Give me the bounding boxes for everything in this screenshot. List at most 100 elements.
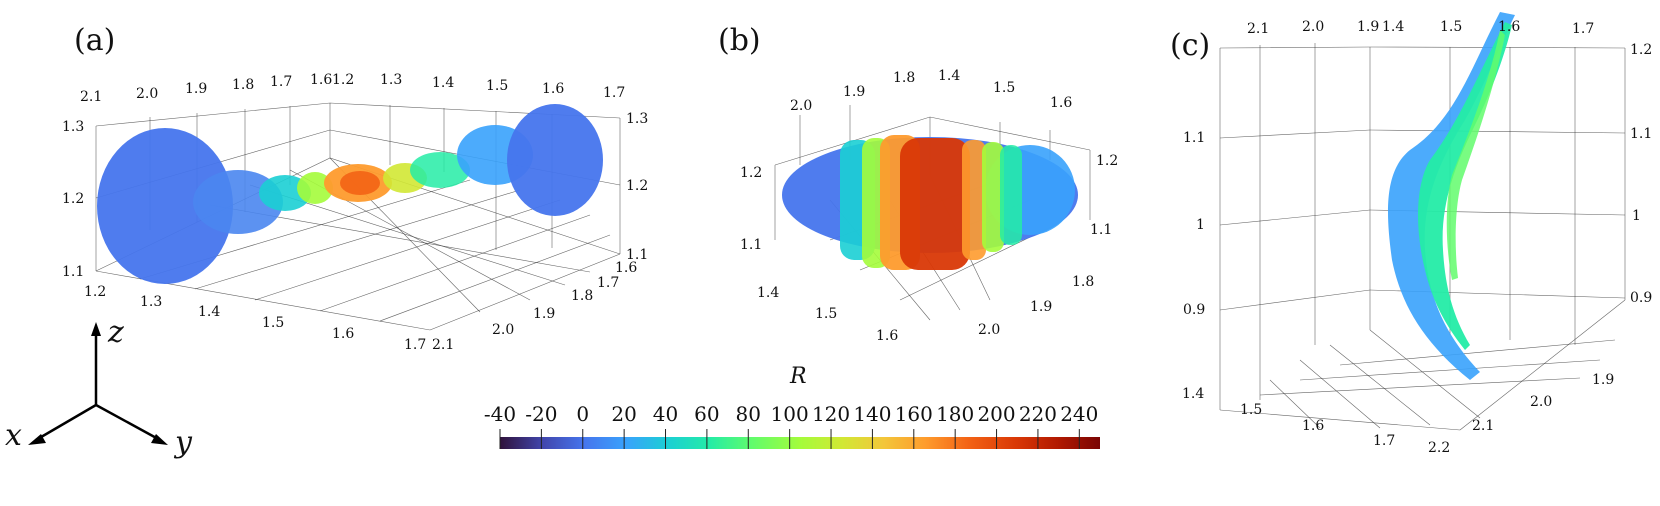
tick-label: 1.6	[1302, 418, 1324, 434]
tick-label: 1.7	[404, 337, 426, 353]
tick-label: 1.5	[486, 78, 508, 94]
panel-c-grid	[1219, 43, 1626, 431]
tick-label: 1.7	[597, 275, 619, 291]
axis-label-z: z	[107, 315, 124, 350]
panel-a-left-lobe	[97, 128, 233, 284]
panel-c-ticks: 2.1 2.0 1.9 1.4 1.5 1.6 1.7 1.1 1 0.9 1.…	[1182, 19, 1652, 456]
panel-b-cyan-band-right	[1000, 145, 1022, 245]
tick-label: 1.1	[1630, 126, 1652, 142]
tick-label: 1.7	[603, 85, 625, 101]
colorbar-tick-label: 240	[1060, 402, 1098, 426]
tick-label: 1	[1632, 208, 1641, 224]
axis-label-y: y	[173, 425, 193, 460]
tick-label: 1.9	[843, 84, 865, 100]
colorbar-tick-label: 120	[812, 402, 850, 426]
tick-label: 1.5	[1240, 402, 1262, 418]
tick-label: 2.0	[1302, 19, 1324, 35]
panel-c-sheet-inner	[1418, 22, 1512, 350]
panel-c: (c)	[1170, 12, 1652, 456]
tick-label: 1.6	[310, 72, 332, 88]
panel-a-label: (a)	[74, 23, 115, 58]
tick-label: 2.0	[978, 322, 1000, 338]
tick-label: 1.2	[1630, 42, 1652, 58]
tick-label: 1.5	[262, 315, 284, 331]
tick-label: 2.2	[1428, 440, 1450, 456]
tick-label: 2.0	[1530, 394, 1552, 410]
colorbar-tick-label: 0	[576, 402, 589, 426]
panel-b-orange-right	[962, 140, 986, 260]
axes-triad	[28, 322, 168, 445]
panel-b-ticks: 2.0 1.9 1.8 1.4 1.5 1.6 1.2 1.1 1.2 1.1 …	[740, 68, 1118, 344]
tick-label: 1.7	[1373, 433, 1395, 449]
tick-label: 1.3	[380, 72, 402, 88]
tick-label: 1	[1196, 217, 1205, 233]
tick-label: 1.4	[198, 304, 220, 320]
tick-label: 1.6	[542, 81, 564, 97]
tick-label: 2.1	[1472, 418, 1494, 434]
axis-label-x: x	[5, 418, 22, 453]
tick-label: 1.9	[185, 81, 207, 97]
tick-label: 1.2	[626, 178, 648, 194]
tick-label: 2.1	[432, 337, 454, 353]
panel-b-red-core	[900, 138, 970, 270]
tick-label: 1.9	[1357, 19, 1379, 35]
tick-label: 1.3	[140, 294, 162, 310]
tick-label: 1.4	[1182, 386, 1204, 402]
tick-label: 1.8	[1072, 274, 1094, 290]
tick-label: 2.0	[790, 98, 812, 114]
tick-label: 1.8	[232, 77, 254, 93]
tick-label: 1.9	[1030, 299, 1052, 315]
panel-b: (b) 2.0	[718, 23, 1118, 344]
panel-b-green-band-right	[982, 142, 1004, 252]
tick-label: 1.2	[740, 165, 762, 181]
colorbar-tick-label: -40	[484, 402, 516, 426]
tick-label: 1.1	[740, 237, 762, 253]
colorbar-tick-label: 40	[653, 402, 678, 426]
tick-label: 1.9	[1592, 372, 1614, 388]
tick-label: 1.4	[757, 285, 779, 301]
tick-label: 1.2	[84, 284, 106, 300]
colorbar-tick-label: 180	[936, 402, 974, 426]
tick-label: 1.2	[62, 191, 84, 207]
tick-label: 2.0	[136, 86, 158, 102]
tick-label: 1.8	[893, 70, 915, 86]
panel-c-sheet-outer	[1387, 12, 1515, 380]
tick-label: 1.7	[1572, 21, 1594, 37]
tick-label: 1.6	[876, 328, 898, 344]
panel-a-neck-green	[297, 172, 333, 204]
panel-b-label: (b)	[718, 23, 761, 58]
tick-label: 1.1	[1183, 130, 1205, 146]
colorbar-tick-label: 160	[895, 402, 933, 426]
colorbar-gradient	[500, 437, 1100, 449]
tick-label: 2.0	[492, 322, 514, 338]
panel-a-center-core	[340, 171, 380, 195]
tick-label: 1.3	[62, 119, 84, 135]
tick-label: 1.1	[62, 264, 84, 280]
panel-c-sheet-edge	[1446, 30, 1505, 280]
tick-label: 0.9	[1630, 290, 1652, 306]
tick-label: 1.4	[938, 68, 960, 84]
panel-a-left-lobe-tail	[193, 170, 283, 234]
colorbar-tick-label: 100	[771, 402, 809, 426]
panel-c-points	[1387, 12, 1515, 380]
tick-label: 1.4	[1382, 19, 1404, 35]
tick-label: 1.1	[626, 247, 648, 263]
panel-a-ticks: 2.1 2.0 1.9 1.8 1.7 1.6 1.2 1.3 1.4 1.5 …	[62, 72, 648, 353]
tick-label: 1.5	[1440, 19, 1462, 35]
panel-b-points	[782, 135, 1078, 270]
colorbar-ticks: -40 -20 0 20 40 60 80 100 120 140 160 180 200 220 240	[484, 402, 1098, 449]
colorbar-tick-label: 60	[694, 402, 719, 426]
tick-label: 2.1	[80, 89, 102, 105]
tick-label: 2.1	[1247, 21, 1269, 37]
panel-c-label: (c)	[1170, 28, 1210, 63]
panel-a-right-lobe	[507, 104, 603, 216]
colorbar-tick-label: 140	[853, 402, 891, 426]
tick-label: 1.5	[815, 306, 837, 322]
tick-label: 1.6	[332, 326, 354, 342]
panel-a: (a)	[62, 23, 648, 353]
tick-label: 1.1	[1090, 222, 1112, 238]
tick-label: 1.9	[533, 306, 555, 322]
tick-label: 1.3	[626, 111, 648, 127]
colorbar-tick-label: 220	[1019, 402, 1057, 426]
